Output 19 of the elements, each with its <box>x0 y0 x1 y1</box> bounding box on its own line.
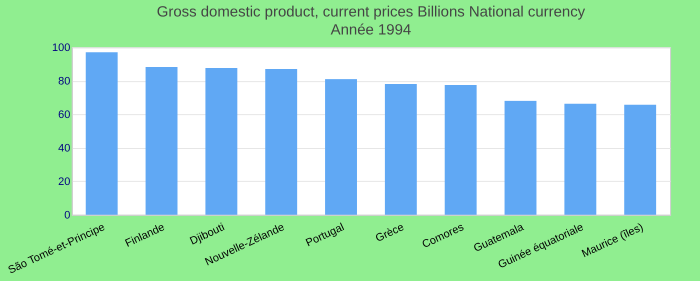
chart-title: Gross domestic product, current prices Billions National currency <box>156 3 586 20</box>
y-tick-label: 20 <box>58 176 70 188</box>
x-tick-label: Grèce <box>374 221 406 245</box>
bar <box>325 79 357 215</box>
chart-subtitle: Année 1994 <box>330 21 412 38</box>
bar <box>265 69 298 215</box>
bar <box>384 84 417 215</box>
bar <box>504 100 536 215</box>
y-tick-label: 60 <box>58 108 70 121</box>
bar <box>564 104 596 215</box>
bar <box>444 84 477 215</box>
bar <box>86 52 118 215</box>
bar <box>146 67 178 215</box>
y-tick-label: 40 <box>58 142 70 154</box>
bar <box>624 104 656 215</box>
y-tick-label: 0 <box>64 209 70 222</box>
bar <box>205 68 238 215</box>
y-tick-label: 80 <box>58 75 70 88</box>
y-tick-label: 100 <box>52 42 70 54</box>
